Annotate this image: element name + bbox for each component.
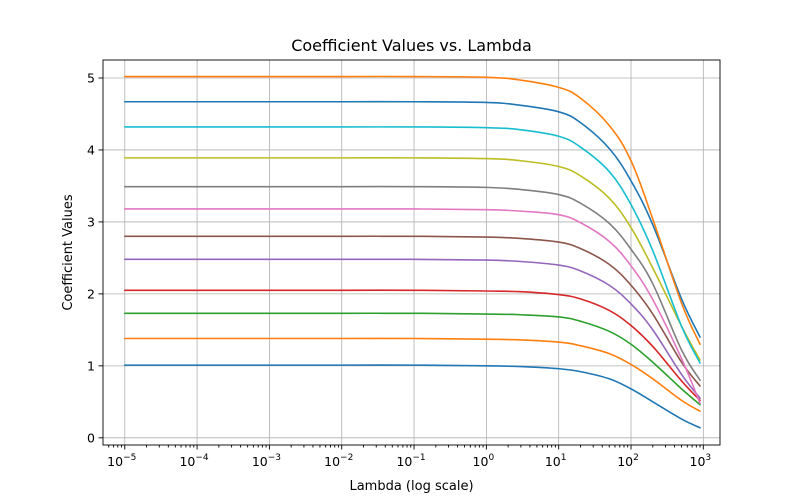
series-line-7: [123, 208, 701, 405]
y-tick-label: 1: [87, 358, 95, 373]
x-tick-exponent: 3: [705, 453, 711, 463]
x-tick-exponent: −3: [268, 453, 281, 463]
chart-title: Coefficient Values vs. Lambda: [291, 36, 532, 55]
y-tick-label: 5: [87, 70, 95, 85]
series-line-5: [123, 258, 701, 400]
series-line-1: [123, 364, 701, 429]
series-line-3: [123, 312, 701, 406]
x-tick-exponent: −2: [340, 453, 353, 463]
x-tick-exponent: −1: [412, 453, 425, 463]
y-tick-label: 3: [87, 214, 95, 229]
series-line-6: [123, 235, 701, 387]
x-tick-exponent: 0: [488, 453, 494, 463]
plot-frame: [102, 59, 721, 446]
series-line-10: [123, 126, 701, 364]
x-axis-label: Lambda (log scale): [349, 479, 473, 494]
series-line-9: [123, 157, 701, 361]
y-tick-label: 0: [87, 430, 95, 445]
series-layer: [123, 75, 701, 429]
y-tick-label: 2: [87, 286, 95, 301]
series-line-2: [123, 337, 701, 412]
series-line-8: [123, 185, 701, 382]
x-tick-exponent: 1: [561, 453, 567, 463]
y-axis-label: Coefficient Values: [61, 194, 76, 311]
x-tick-exponent: −4: [195, 453, 209, 463]
x-tick-exponent: −5: [123, 453, 136, 463]
series-line-4: [123, 289, 701, 402]
y-tick-label: 4: [87, 142, 95, 157]
series-line-11: [123, 100, 701, 338]
series-line-12: [123, 75, 701, 346]
x-tick-exponent: 2: [633, 453, 639, 463]
